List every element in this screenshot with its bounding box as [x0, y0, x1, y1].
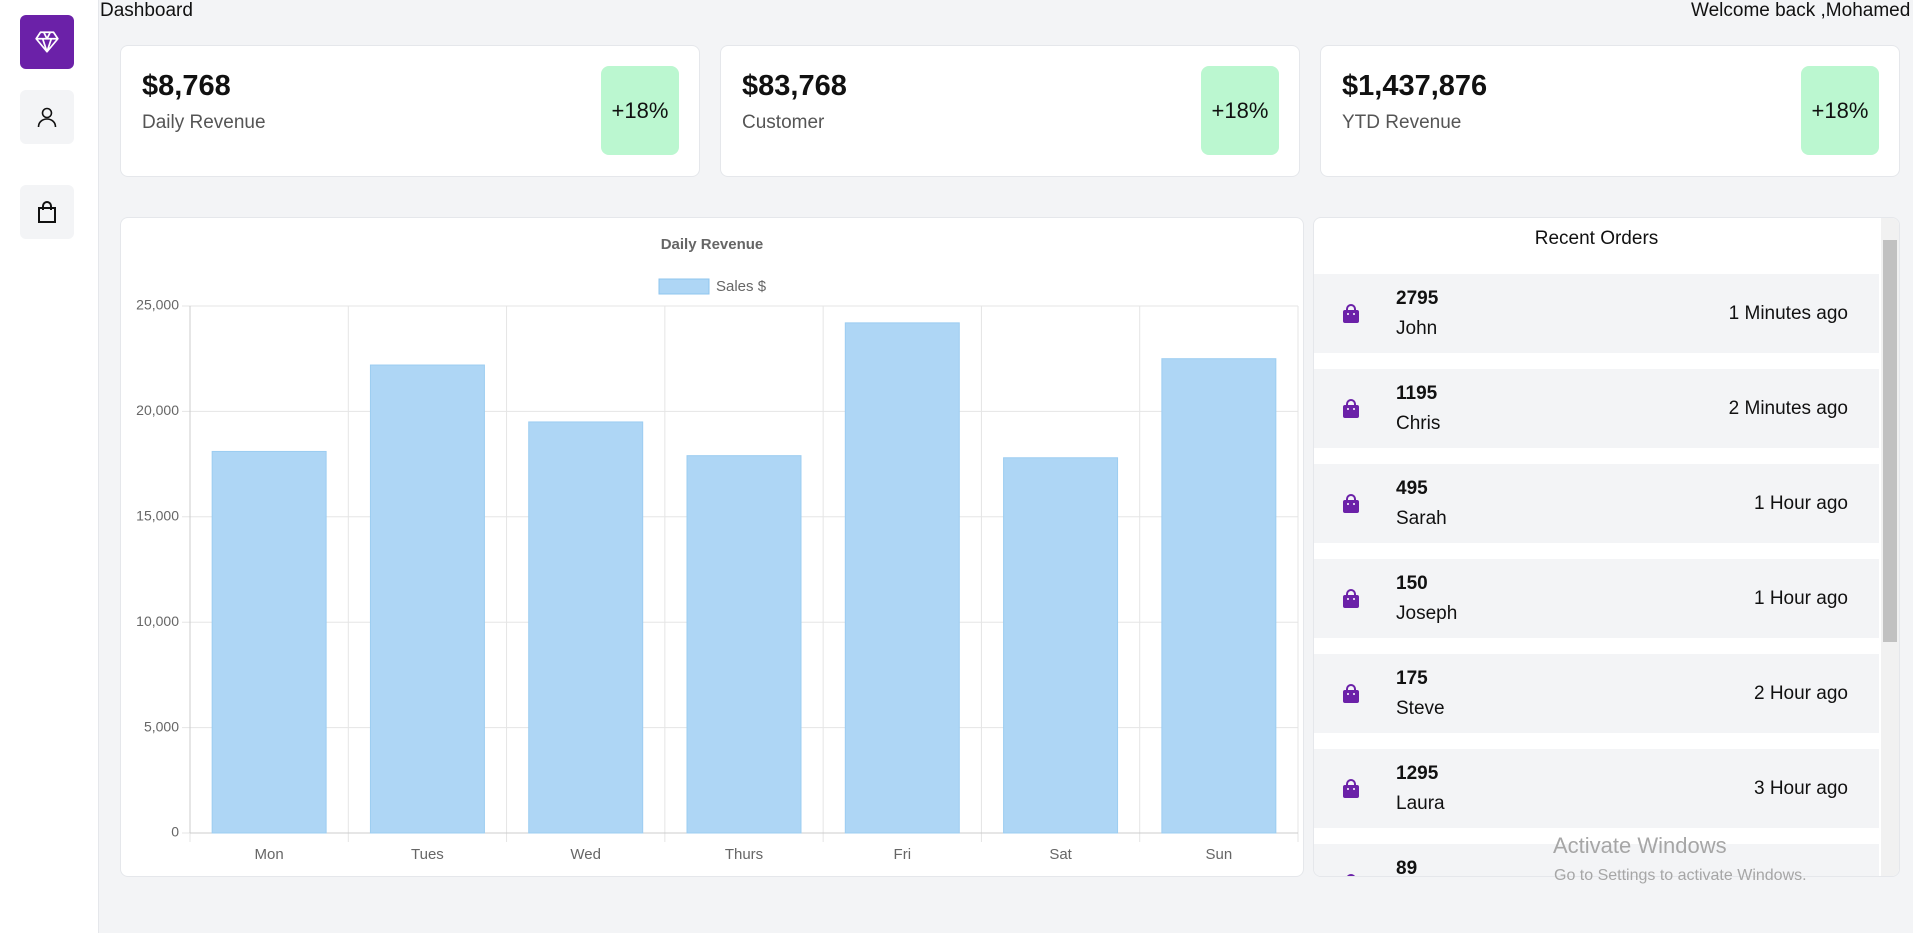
stat-value: $8,768 [142, 70, 231, 102]
x-tick-label: Thurs [725, 846, 763, 863]
stat-card: $83,768 Customer +18% [720, 45, 1300, 177]
scrollbar-thumb[interactable] [1883, 240, 1897, 642]
order-id: 175 [1396, 668, 1428, 689]
orders-button[interactable] [20, 185, 74, 239]
stat-change: +18% [1201, 66, 1279, 155]
order-item[interactable]: 1195 Chris 2 Minutes ago [1314, 369, 1879, 448]
bag-icon [38, 201, 56, 223]
order-item[interactable]: 89 [1314, 844, 1879, 877]
order-time: 1 Hour ago [1753, 588, 1848, 609]
y-tick-label: 5,000 [144, 718, 179, 734]
order-time: 1 Hour ago [1753, 493, 1848, 514]
stat-label: Customer [742, 112, 825, 133]
y-tick-label: 20,000 [136, 402, 179, 418]
user-button[interactable] [20, 90, 74, 144]
order-id: 150 [1396, 573, 1428, 594]
stat-value: $1,437,876 [1342, 70, 1488, 102]
order-id: 1195 [1396, 383, 1438, 404]
legend-label: Sales $ [716, 278, 767, 295]
order-customer: Chris [1396, 413, 1441, 434]
order-id: 1295 [1396, 763, 1439, 784]
stat-change: +18% [1801, 66, 1879, 155]
order-customer: Laura [1396, 793, 1445, 814]
bar [844, 322, 960, 834]
y-tick-label: 15,000 [136, 508, 179, 524]
order-customer: Steve [1396, 698, 1445, 719]
order-time: 1 Minutes ago [1728, 303, 1848, 324]
bar [528, 421, 644, 834]
stat-card: $1,437,876 YTD Revenue +18% [1320, 45, 1900, 177]
bar [1161, 358, 1277, 834]
y-tick-label: 0 [171, 824, 179, 840]
order-item[interactable]: 2795 John 1 Minutes ago [1314, 274, 1879, 353]
order-customer: Joseph [1396, 603, 1458, 624]
recent-orders: Recent Orders 2795 John 1 Minutes ago 1195 C… [1313, 217, 1900, 877]
order-time: 3 Hour ago [1753, 778, 1848, 799]
x-tick-label: Mon [255, 846, 284, 863]
bag-icon [1343, 589, 1359, 608]
stat-change: +18% [601, 66, 679, 155]
order-time: 2 Minutes ago [1728, 398, 1848, 419]
order-time: 2 Hour ago [1753, 683, 1848, 704]
diamond-icon [35, 31, 59, 53]
order-id: 89 [1396, 858, 1418, 877]
x-tick-label: Sun [1206, 846, 1233, 863]
x-tick-label: Tues [411, 846, 444, 863]
stat-card: $8,768 Daily Revenue +18% [120, 45, 700, 177]
order-customer: John [1396, 318, 1438, 339]
page-title: Dashboard [100, 0, 193, 21]
order-item[interactable]: 495 Sarah 1 Hour ago [1314, 464, 1879, 543]
user-icon [37, 107, 57, 128]
x-tick-label: Sat [1049, 846, 1072, 863]
order-item[interactable]: 1295 Laura 3 Hour ago [1314, 749, 1879, 828]
sidebar [0, 0, 99, 933]
logo-button[interactable] [20, 15, 74, 69]
x-tick-label: Fri [894, 846, 912, 863]
bag-icon [1347, 874, 1355, 876]
bar [369, 364, 485, 834]
y-tick-label: 25,000 [136, 297, 179, 313]
order-customer: Sarah [1396, 508, 1447, 529]
chart-card: Daily Revenue 0 5,000 10,000 15,000 20,000 25… [120, 217, 1304, 877]
welcome-text: Welcome back ,Mohamed [1691, 0, 1911, 21]
watermark-subtitle: Go to Settings to activate Windows. [1554, 867, 1807, 884]
bar [1003, 457, 1119, 834]
chart-title: Daily Revenue [661, 236, 764, 253]
order-item[interactable]: 175 Steve 2 Hour ago [1314, 654, 1879, 733]
bag-icon [1343, 399, 1359, 418]
watermark-title: Activate Windows [1553, 833, 1727, 858]
bar [211, 450, 327, 834]
stat-value: $83,768 [742, 70, 847, 102]
bag-icon [1343, 684, 1359, 703]
order-item[interactable]: 150 Joseph 1 Hour ago [1314, 559, 1879, 638]
bag-icon [1343, 304, 1359, 323]
stat-label: YTD Revenue [1342, 112, 1462, 133]
bar [686, 455, 802, 834]
order-id: 2795 [1396, 288, 1439, 309]
order-id: 495 [1396, 478, 1428, 499]
bag-icon [1343, 494, 1359, 513]
y-tick-label: 10,000 [136, 613, 179, 629]
orders-title: Recent Orders [1534, 228, 1659, 249]
stat-label: Daily Revenue [142, 112, 266, 133]
chart: Daily Revenue 0 5,000 10,000 15,000 20,000 25… [136, 236, 1299, 863]
bag-icon [1343, 779, 1359, 798]
legend-swatch [658, 278, 710, 295]
x-tick-label: Wed [570, 846, 601, 863]
